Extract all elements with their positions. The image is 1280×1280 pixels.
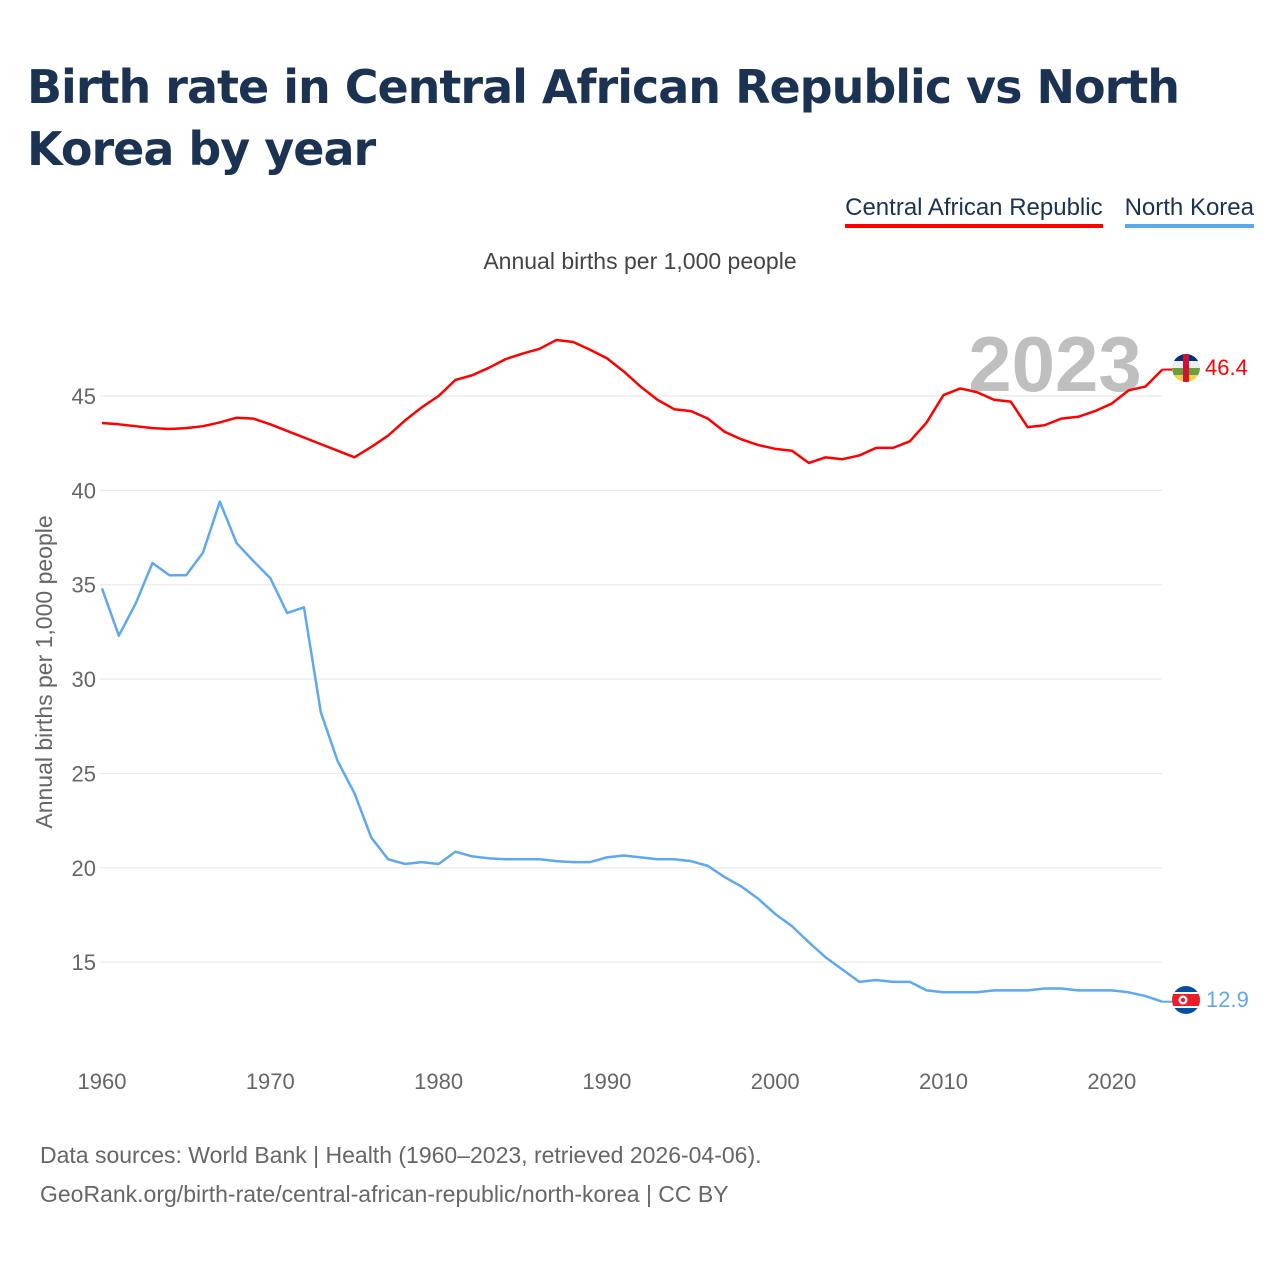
x-tick-label: 2020: [1087, 1069, 1136, 1094]
source-link[interactable]: GeoRank.org/birth-rate/central-african-r…: [40, 1181, 729, 1207]
north-korea-end-label: 12.9: [1206, 987, 1249, 1012]
y-tick-label: 45: [72, 384, 96, 409]
x-tick-label: 1980: [414, 1069, 463, 1094]
y-axis-label: Annual births per 1,000 people: [31, 515, 57, 828]
x-tick-label: 2000: [751, 1069, 800, 1094]
x-tick-label: 2010: [919, 1069, 968, 1094]
legend: Central African Republic North Korea: [845, 194, 1254, 228]
central-african-republic-flag-icon: [1172, 354, 1200, 382]
year-badge: 2023: [968, 320, 1142, 408]
chart-title: Birth rate in Central African Republic v…: [27, 60, 1180, 176]
y-tick-label: 35: [72, 573, 96, 598]
y-tick-label: 15: [72, 950, 96, 975]
footer: Data sources: World Bank | Health (1960–…: [40, 1136, 762, 1214]
y-tick-label: 20: [72, 856, 96, 881]
y-tick-label: 30: [72, 667, 96, 692]
legend-item-north-korea[interactable]: North Korea: [1124, 194, 1254, 228]
y-tick-label: 25: [72, 761, 96, 786]
north-korea-flag-icon: [1172, 986, 1200, 1014]
data-source-note: Data sources: World Bank | Health (1960–…: [40, 1142, 762, 1168]
legend-item-car[interactable]: Central African Republic: [845, 194, 1103, 228]
x-tick-label: 1990: [582, 1069, 631, 1094]
series-line-central-african-republic[interactable]: [101, 338, 1164, 465]
x-tick-label: 1960: [78, 1069, 127, 1094]
y-tick-label: 40: [72, 478, 96, 503]
chart-subtitle: Annual births per 1,000 people: [483, 248, 797, 274]
series-line-north-korea[interactable]: [100, 500, 1163, 1003]
car-end-label: 46.4: [1205, 355, 1248, 380]
x-tick-label: 1970: [246, 1069, 295, 1094]
